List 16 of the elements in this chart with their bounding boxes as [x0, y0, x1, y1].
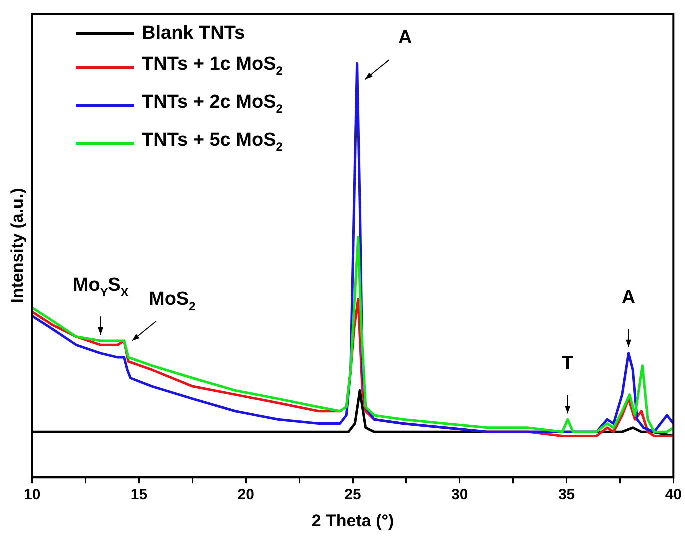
y-axis-title: Intensity (a.u.) — [8, 188, 27, 304]
legend-label: Blank TNTs — [142, 22, 246, 46]
annotation: T — [562, 354, 574, 375]
x-tick-label: 30 — [452, 486, 468, 504]
x-tick-label: 10 — [24, 486, 41, 504]
x-tick-label: 20 — [238, 486, 254, 504]
legend-label: TNTs + 5c MoS$_{2}$ — [142, 128, 283, 156]
annotation: A — [398, 28, 412, 49]
legend-label: TNTs + 1c MoS$_{2}$ — [142, 53, 283, 80]
x-tick-label: 25 — [344, 486, 362, 504]
legend-label: TNTs + 2c MoS$_{2}$ — [142, 90, 283, 118]
x-tick-label: 15 — [130, 486, 148, 504]
x-axis-title: 2 Theta (°) — [312, 511, 394, 530]
x-tick-label: 40 — [665, 486, 682, 504]
x-tick-label: 35 — [558, 486, 576, 504]
annotation: A — [622, 287, 636, 308]
